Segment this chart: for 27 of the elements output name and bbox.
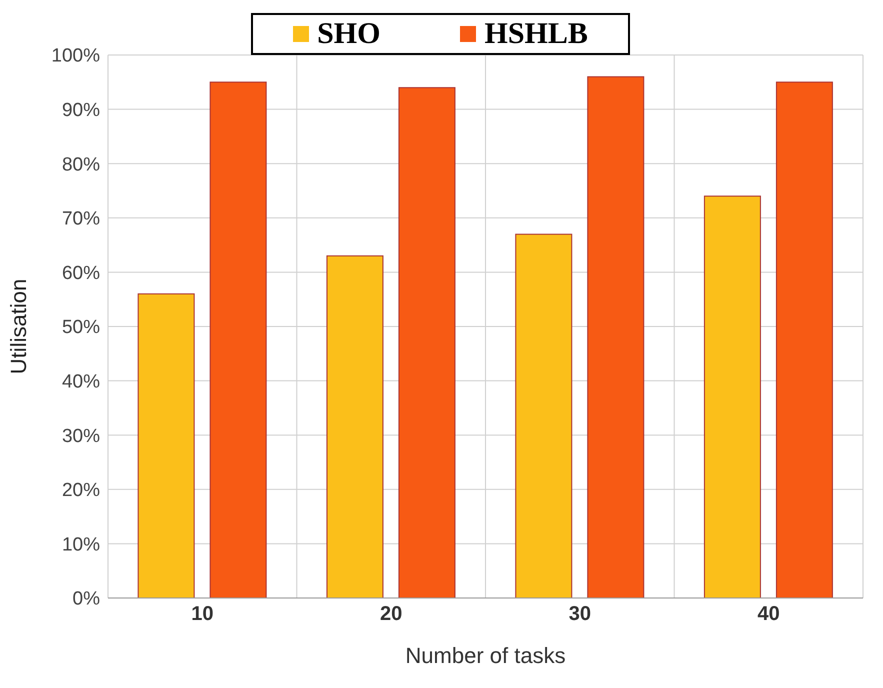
bar (398, 87, 456, 598)
y-tick-label: 0% (72, 588, 100, 610)
bar (138, 293, 195, 598)
y-tick-label: 40% (62, 372, 100, 393)
bar (704, 196, 761, 598)
y-tick-label: 90% (62, 100, 100, 122)
bar (587, 76, 644, 598)
legend-label: HSHLB (484, 17, 588, 51)
bar (515, 234, 572, 598)
y-tick-label: 50% (62, 317, 100, 338)
y-tick-label: 60% (62, 262, 100, 284)
bar (210, 82, 267, 598)
x-axis-title: Number of tasks (405, 643, 566, 668)
legend-label: SHO (317, 17, 380, 51)
y-tick-label: 30% (62, 426, 100, 447)
bar (326, 255, 384, 598)
x-tick-label: 30 (568, 603, 591, 626)
x-tick-label: 20 (380, 603, 402, 626)
x-tick-label: 40 (758, 603, 780, 626)
y-tick-label: 80% (62, 154, 100, 176)
x-tick-label: 10 (191, 603, 214, 626)
y-tick-label: 20% (62, 480, 100, 502)
y-tick-label: 100% (51, 46, 100, 67)
y-axis-title: Utilisation (6, 278, 31, 374)
y-tick-label: 10% (62, 534, 100, 556)
bar (776, 82, 833, 598)
y-tick-label: 70% (62, 208, 100, 230)
